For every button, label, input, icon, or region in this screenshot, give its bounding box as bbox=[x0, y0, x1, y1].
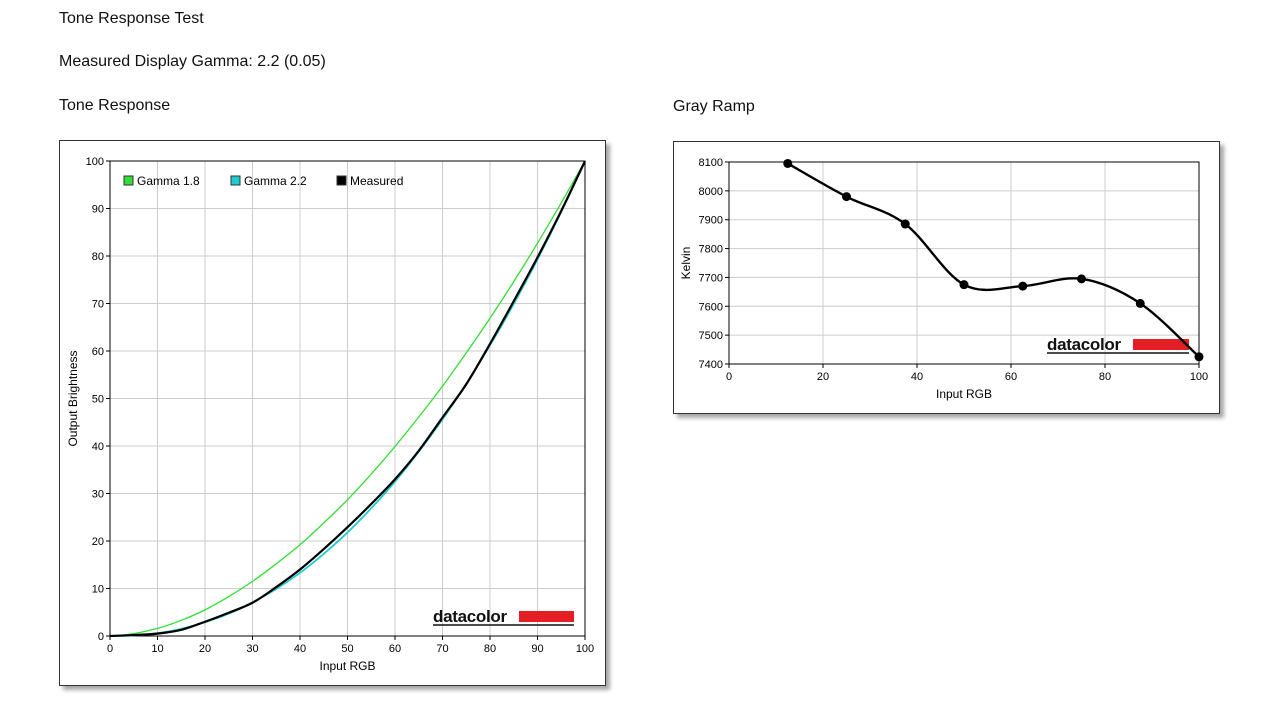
legend-measured: Measured bbox=[336, 174, 403, 188]
tone-x-tick-label: 10 bbox=[151, 643, 163, 655]
gray-ramp-point bbox=[900, 219, 910, 229]
gray-ramp-point bbox=[1135, 298, 1145, 308]
datacolor-logo: datacolor bbox=[433, 607, 574, 626]
gray-x-axis-label: Input RGB bbox=[936, 387, 992, 401]
gray-ramp-point bbox=[842, 192, 851, 202]
tone-x-tick-label: 20 bbox=[199, 643, 211, 655]
tone-y-axis-label: Output Brightness bbox=[66, 350, 80, 446]
legend-gamma-2-2-label: Gamma 2.2 bbox=[244, 174, 307, 188]
gray-plot-area bbox=[728, 161, 1200, 365]
datacolor-logo-bar bbox=[519, 611, 574, 622]
gamma-1-8-line bbox=[109, 160, 586, 637]
tone-y-tick-label: 20 bbox=[92, 536, 104, 548]
tone-x-tick-label: 60 bbox=[389, 643, 401, 655]
gray-ramp-point bbox=[959, 280, 969, 290]
tone-y-tick-label: 100 bbox=[86, 156, 104, 168]
gray-ramp-chart-frame: 0 20 40 60 80 100 7400 7500 7600 7700 7800 7900 8000… bbox=[673, 141, 1220, 414]
gray-y-tick-label: 7700 bbox=[699, 272, 723, 284]
tone-x-tick-label: 100 bbox=[576, 643, 594, 655]
tone-x-tick-label: 70 bbox=[436, 643, 448, 655]
legend-gamma-1-8: Gamma 1.8 bbox=[123, 174, 200, 188]
measured-gamma-text: Measured Display Gamma: 2.2 (0.05) bbox=[59, 53, 326, 70]
gray-x-tick-label: 80 bbox=[1099, 371, 1111, 383]
tone-y-tick-label: 70 bbox=[92, 299, 104, 311]
legend-measured-label: Measured bbox=[350, 174, 403, 188]
gray-ramp-point bbox=[1018, 281, 1028, 291]
tone-x-axis-label: Input RGB bbox=[319, 659, 375, 673]
tone-response-chart: 0 10 20 30 40 50 60 70 80 90 100 0 10 20 30 40 50 60 70 80 9… bbox=[66, 156, 594, 673]
datacolor-logo-bar bbox=[1133, 339, 1189, 350]
tone-x-tick-label: 30 bbox=[246, 643, 258, 655]
legend-gamma-2-2-swatch bbox=[230, 175, 241, 186]
gray-ramp-point bbox=[1194, 352, 1204, 362]
gray-ramp-point bbox=[783, 158, 793, 168]
tone-y-tick-label: 40 bbox=[92, 441, 104, 453]
datacolor-logo-text: datacolor bbox=[433, 607, 508, 626]
gray-ramp-chart: 0 20 40 60 80 100 7400 7500 7600 7700 7800 7900 8000… bbox=[679, 157, 1208, 401]
legend-measured-swatch bbox=[336, 175, 347, 186]
tone-plot-area bbox=[109, 160, 586, 637]
gray-ramp-line bbox=[787, 162, 1200, 358]
page-title: Tone Response Test bbox=[59, 10, 204, 27]
tone-x-tick-label: 40 bbox=[294, 643, 306, 655]
tone-y-tick-label: 60 bbox=[92, 346, 104, 358]
gray-y-tick-label: 7900 bbox=[699, 215, 723, 227]
tone-y-tick-label: 0 bbox=[98, 631, 104, 643]
gray-x-tick-label: 40 bbox=[911, 371, 923, 383]
legend-gamma-2-2: Gamma 2.2 bbox=[230, 174, 307, 188]
gray-y-axis-label: Kelvin bbox=[679, 247, 693, 280]
tone-x-tick-label: 80 bbox=[484, 643, 496, 655]
gray-y-tick-label: 7600 bbox=[699, 301, 723, 313]
gray-x-tick-label: 60 bbox=[1005, 371, 1017, 383]
gray-ramp-heading: Gray Ramp bbox=[673, 98, 755, 115]
tone-x-tick-label: 50 bbox=[341, 643, 353, 655]
legend-gamma-1-8-swatch bbox=[123, 175, 134, 186]
tone-x-tick-label: 0 bbox=[107, 643, 113, 655]
tone-y-tick-label: 10 bbox=[92, 584, 104, 596]
gray-x-tick-label: 100 bbox=[1190, 371, 1208, 383]
tone-y-tick-label: 90 bbox=[92, 204, 104, 216]
gray-y-tick-label: 8000 bbox=[699, 186, 723, 198]
tone-response-heading: Tone Response bbox=[59, 97, 171, 114]
tone-y-tick-label: 50 bbox=[92, 394, 104, 406]
tone-y-tick-label: 30 bbox=[92, 489, 104, 501]
gray-y-tick-label: 8100 bbox=[699, 157, 723, 169]
tone-response-chart-frame: 0 10 20 30 40 50 60 70 80 90 100 0 10 20 30 40 50 60 70 80 9… bbox=[59, 140, 606, 686]
datacolor-logo: datacolor bbox=[1047, 335, 1189, 354]
tone-x-tick-label: 90 bbox=[531, 643, 543, 655]
gray-ramp-point bbox=[1077, 274, 1086, 284]
gray-y-tick-label: 7500 bbox=[699, 330, 723, 342]
gray-x-tick-label: 20 bbox=[817, 371, 829, 383]
gray-y-tick-label: 7400 bbox=[699, 359, 723, 371]
legend-gamma-1-8-label: Gamma 1.8 bbox=[137, 174, 200, 188]
measured-line bbox=[109, 160, 586, 638]
tone-y-tick-label: 80 bbox=[92, 251, 104, 263]
datacolor-logo-text: datacolor bbox=[1047, 335, 1122, 354]
gray-y-tick-label: 7800 bbox=[699, 244, 723, 256]
gray-x-tick-label: 0 bbox=[726, 371, 732, 383]
